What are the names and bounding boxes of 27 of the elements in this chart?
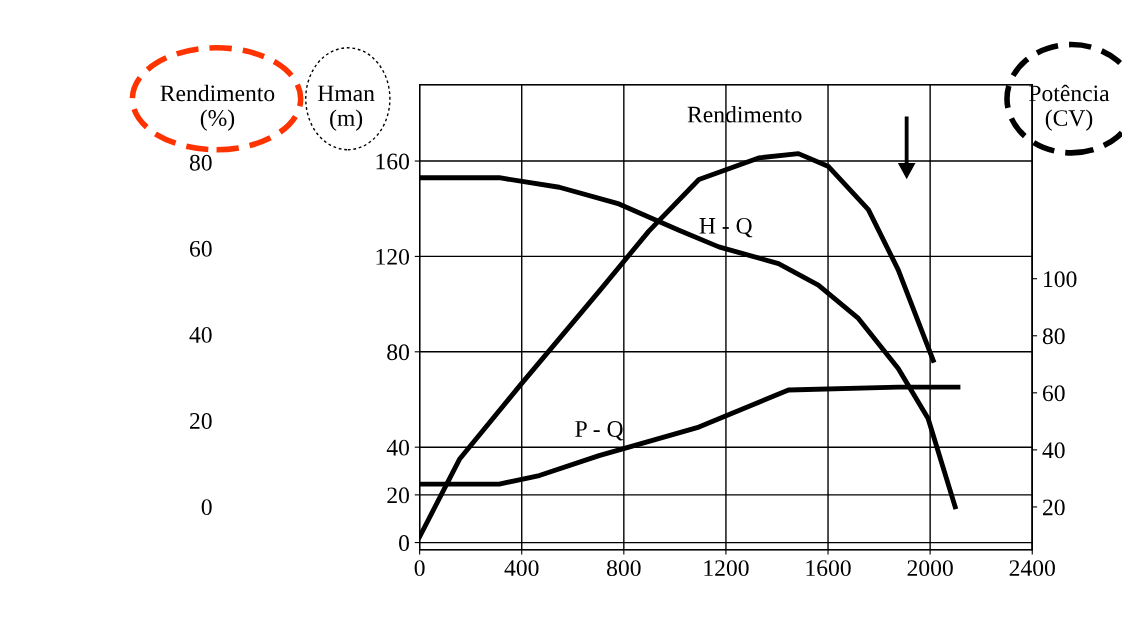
x-tick-label: 2000: [907, 560, 953, 577]
series-label: H - Q: [699, 217, 753, 238]
y3-tick-label: 20: [190, 413, 212, 429]
series-label: P - Q: [575, 421, 624, 441]
x-tick-label: 2400: [1009, 560, 1055, 577]
y2-tick-label: 40: [1042, 442, 1065, 459]
y3-tick-label: 40: [189, 326, 212, 343]
x-tick-label: 400: [504, 560, 539, 577]
y-axis-title: Hman (m): [317, 85, 375, 131]
x-tick-label: 0: [414, 560, 425, 577]
y3-axis-title: Rendimento (%): [160, 84, 275, 131]
x-tick-label: 800: [607, 560, 641, 577]
y-tick-label: 40: [386, 439, 410, 456]
y-tick-label: 0: [399, 535, 410, 551]
y-tick-label: 160: [376, 153, 410, 170]
y2-tick-label: 20: [1043, 499, 1065, 516]
x-tick-label: 1600: [806, 560, 851, 577]
y-tick-label: 80: [387, 344, 410, 361]
y2-tick-label: 100: [1044, 271, 1077, 288]
y3-tick-label: 80: [189, 154, 212, 171]
y-tick-label: 20: [387, 487, 410, 504]
y3-tick-label: 0: [201, 499, 212, 516]
y-tick-label: 120: [376, 248, 410, 265]
y2-tick-label: 60: [1042, 385, 1065, 402]
y2-tick-label: 80: [1042, 328, 1065, 345]
y3-tick-label: 60: [190, 240, 212, 257]
x-tick-label: 1200: [704, 560, 749, 577]
